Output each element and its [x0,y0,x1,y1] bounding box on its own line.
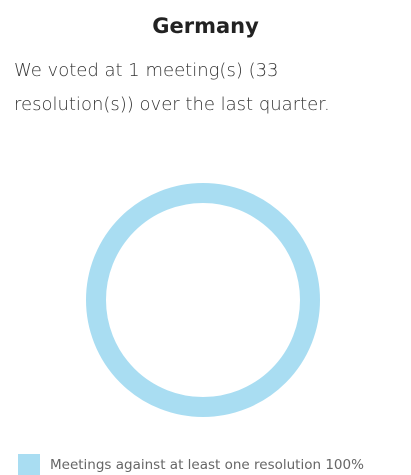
chart [86,183,320,417]
legend-label: Meetings against at least one resolution [50,457,322,473]
subtitle: We voted at 1 meeting(s) (33 resolution(… [14,60,330,115]
legend-swatch [18,454,40,475]
donut-segment [86,183,320,417]
legend: Meetings against at least one resolution… [18,454,364,475]
legend-value: 100% [325,457,364,473]
chart-title: Germany [152,14,259,38]
